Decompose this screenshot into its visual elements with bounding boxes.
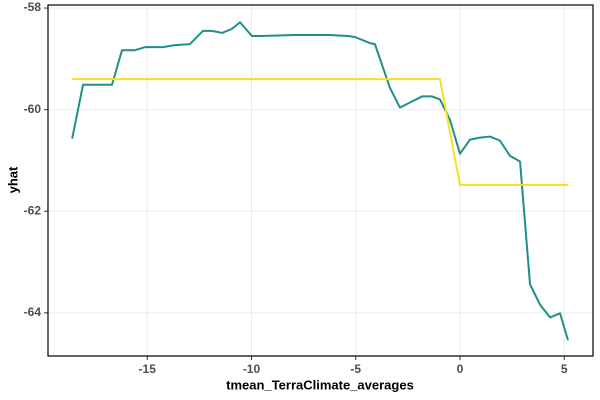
y-tick-label: -62 [24,203,42,217]
y-tick-label: -64 [24,305,42,319]
series-line [72,78,568,186]
x-tick-label: -5 [350,362,361,376]
y-axis-title: yhat [5,166,20,193]
x-tick-label: 0 [457,362,464,376]
plot-border [47,4,594,357]
x-tick-label: -15 [139,362,157,376]
plot-background [48,5,593,356]
x-tick-label: -10 [243,362,261,376]
y-tick-label: -58 [24,0,42,14]
x-axis-title: tmean_TerraClimate_averages [226,377,414,392]
series-line [71,21,569,341]
y-tick-label: -60 [24,102,42,116]
x-tick-label: 5 [561,362,568,376]
